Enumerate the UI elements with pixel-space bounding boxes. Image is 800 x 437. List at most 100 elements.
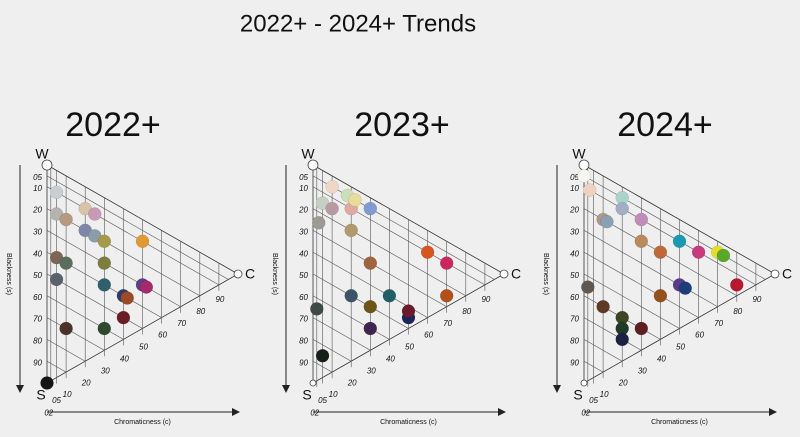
x-tick-label: 80 — [462, 307, 471, 316]
color-dot — [615, 201, 629, 216]
vertex-label: W — [301, 146, 315, 162]
color-dot — [344, 289, 358, 303]
y-tick-label: 05 — [570, 173, 579, 182]
vertex-label: C — [511, 266, 521, 282]
color-dot — [311, 216, 326, 230]
color-dot — [716, 248, 731, 263]
color-dot — [97, 234, 112, 249]
color-dot — [363, 321, 378, 336]
x-tick-label: 20 — [81, 378, 91, 387]
y-tick-label: 30 — [33, 228, 42, 237]
grid-line — [312, 230, 447, 307]
y-tick-label: 60 — [570, 293, 579, 302]
color-dot — [139, 280, 154, 294]
color-dot — [40, 376, 54, 390]
color-dot — [97, 256, 112, 270]
grid-line — [46, 175, 229, 280]
y-tick-label: 40 — [299, 249, 308, 258]
color-dot — [582, 183, 597, 197]
vertex — [580, 379, 588, 387]
color-dot — [49, 272, 64, 287]
x-tick-label: 30 — [101, 366, 110, 375]
color-dot — [97, 321, 112, 336]
x-tick-label: 90 — [752, 295, 761, 304]
grid-line — [46, 230, 181, 307]
color-dot — [420, 245, 435, 259]
vertex — [309, 379, 317, 387]
x-tick-label: 40 — [386, 355, 395, 364]
color-dot — [59, 256, 73, 270]
color-dot — [653, 245, 668, 259]
x-axis-label: Chromaticness (c) — [380, 419, 437, 426]
y-tick-label: 10 — [299, 184, 308, 193]
y-tick-label: 80 — [570, 337, 579, 346]
color-dot — [120, 291, 134, 305]
grid-line — [312, 273, 409, 329]
color-dot — [577, 169, 591, 183]
vertex — [770, 269, 780, 279]
color-dot — [116, 310, 131, 325]
color-dot — [581, 280, 595, 294]
x-tick-label: 05 — [318, 396, 327, 405]
color-dot — [634, 234, 649, 249]
color-dot — [135, 234, 150, 249]
x-tick-label: 60 — [424, 331, 433, 340]
grid-line — [46, 186, 220, 286]
y-tick-label: 70 — [570, 315, 579, 324]
y-tick-label: 90 — [299, 358, 308, 367]
color-dot — [97, 278, 112, 292]
color-dot — [678, 281, 692, 295]
grid-line — [583, 317, 642, 351]
vertex — [307, 159, 319, 171]
grid-line — [583, 186, 757, 286]
y-tick-label: 05 — [33, 173, 42, 182]
x-tick-label: 30 — [638, 366, 647, 375]
x-axis-label: Chromaticness (c) — [114, 419, 171, 426]
grid-line — [583, 175, 766, 280]
color-dot — [325, 180, 339, 194]
x-tick-label: 02 — [581, 409, 590, 418]
color-dot — [653, 289, 668, 303]
color-dot — [439, 256, 454, 270]
color-dot — [615, 332, 629, 347]
x-tick-label: 70 — [443, 319, 452, 328]
panel-title: 2022+ — [65, 106, 161, 144]
y-tick-label: 50 — [570, 271, 579, 280]
x-tick-label: 70 — [177, 319, 186, 328]
color-dot — [382, 289, 397, 303]
color-dot — [315, 349, 330, 363]
x-tick-label: 05 — [52, 396, 61, 405]
x-tick-label: 40 — [120, 355, 129, 364]
grid-line — [312, 186, 486, 286]
vertex-label: S — [36, 387, 45, 403]
x-tick-label: 50 — [676, 343, 685, 352]
x-tick-label: 80 — [733, 307, 742, 316]
color-dot — [348, 193, 362, 207]
color-dot — [88, 207, 102, 221]
color-dot — [401, 304, 416, 318]
vertex-label: C — [782, 266, 792, 282]
vertex-label: S — [302, 387, 311, 403]
y-tick-label: 50 — [299, 271, 308, 280]
x-tick-label: 10 — [329, 390, 338, 399]
y-tick-label: 30 — [299, 228, 308, 237]
x-tick-label: 60 — [695, 331, 704, 340]
y-tick-label: 70 — [299, 315, 308, 324]
y-axis-label: Blackness (s) — [5, 253, 12, 295]
grid-line — [583, 273, 680, 329]
x-tick-label: 80 — [196, 307, 205, 316]
vertex-label: C — [245, 266, 255, 282]
y-axis-label: Blackness (s) — [542, 253, 549, 295]
x-tick-label: 02 — [310, 409, 319, 418]
color-dot — [344, 223, 358, 238]
grid-line — [46, 317, 105, 351]
y-tick-label: 90 — [33, 358, 42, 367]
vertex-label: W — [572, 146, 586, 162]
x-tick-label: 50 — [139, 343, 148, 352]
vertex — [499, 269, 509, 279]
y-tick-label: 05 — [299, 173, 308, 182]
x-tick-label: 70 — [714, 319, 723, 328]
y-tick-label: 80 — [33, 337, 42, 346]
y-tick-label: 10 — [570, 184, 579, 193]
grid-line — [583, 230, 718, 307]
